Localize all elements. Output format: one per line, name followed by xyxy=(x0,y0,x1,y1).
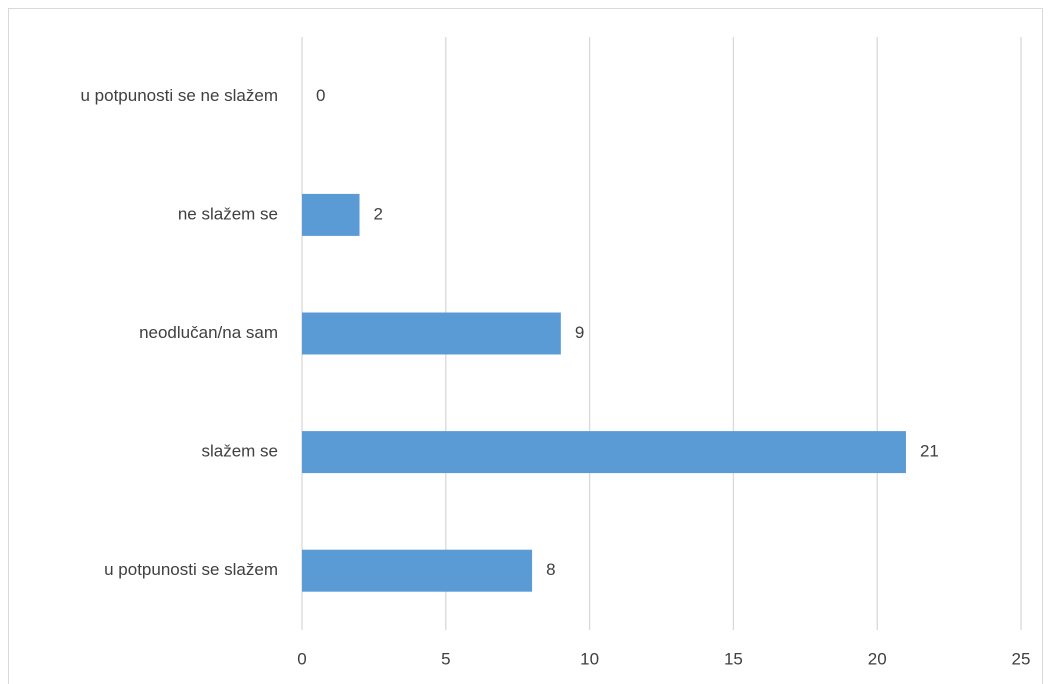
x-tick-label: 5 xyxy=(441,649,450,668)
bar xyxy=(302,193,360,236)
bar xyxy=(302,431,906,474)
y-tick-label: u potpunosti se ne slažem xyxy=(80,86,278,105)
x-tick-label: 20 xyxy=(868,649,887,668)
y-tick-label: slažem se xyxy=(201,442,278,461)
data-label: 0 xyxy=(316,86,325,105)
bar xyxy=(302,549,533,592)
data-label: 9 xyxy=(575,323,584,342)
data-label: 8 xyxy=(546,560,555,579)
x-tick-label: 10 xyxy=(580,649,599,668)
data-label: 21 xyxy=(920,442,939,461)
x-tick-label: 25 xyxy=(1012,649,1031,668)
data-label: 2 xyxy=(374,204,383,223)
x-tick-label: 15 xyxy=(724,649,743,668)
y-tick-label: u potpunosti se slažem xyxy=(104,560,278,579)
y-tick-label: ne slažem se xyxy=(178,204,278,223)
bar xyxy=(302,312,561,355)
chart-border xyxy=(8,8,1043,684)
y-tick-label: neodlučan/na sam xyxy=(139,323,278,342)
x-tick-label: 0 xyxy=(297,649,306,668)
